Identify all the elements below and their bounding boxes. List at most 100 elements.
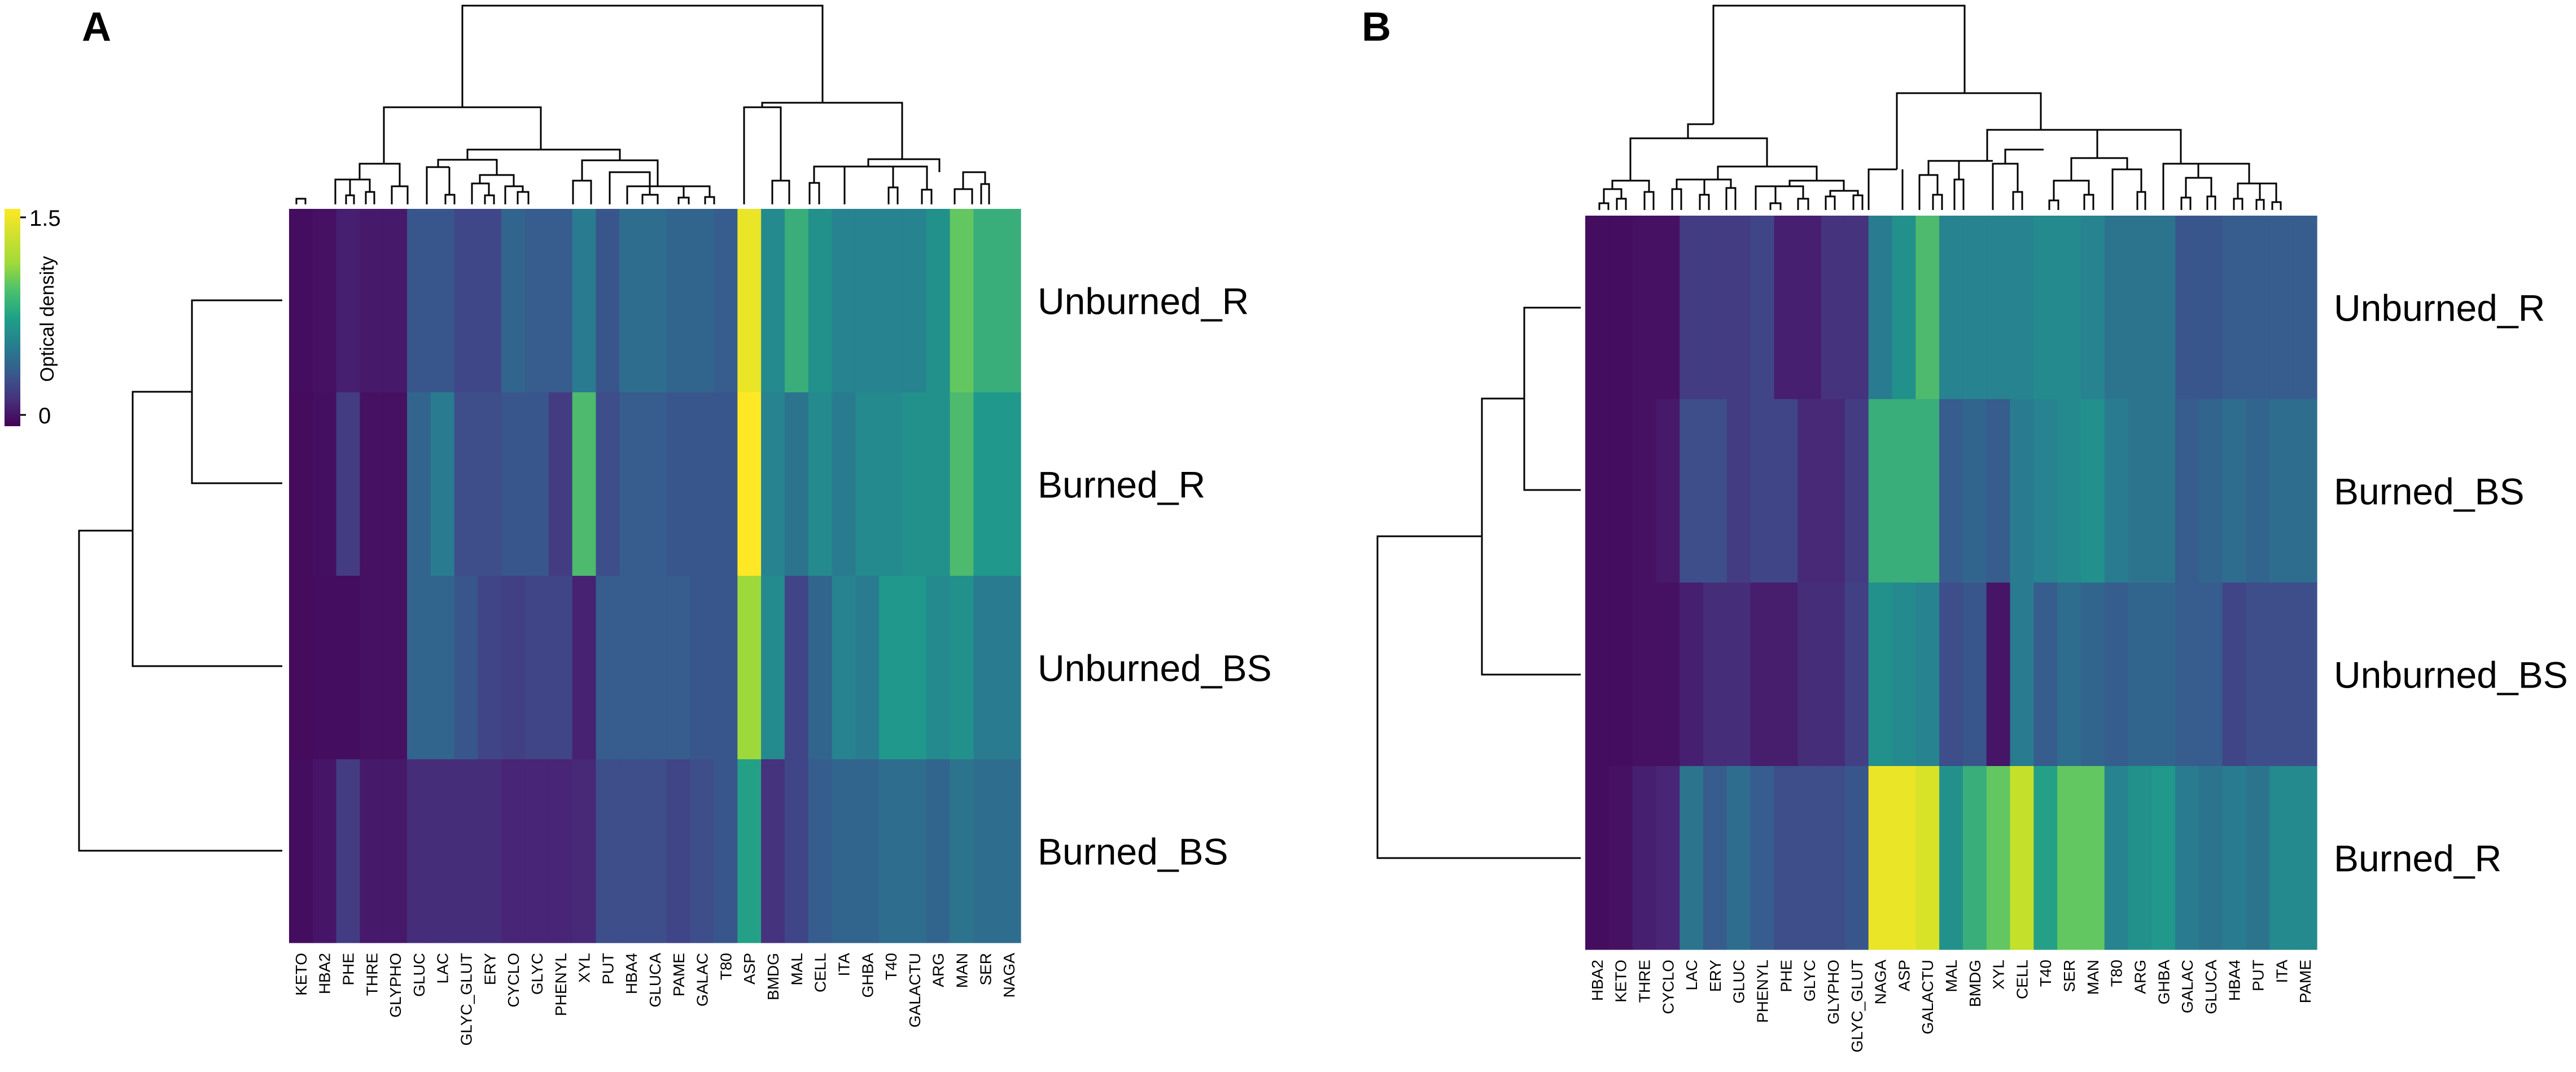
heatmap-cell (1892, 216, 1916, 400)
heatmap-cell (1656, 766, 1680, 950)
heatmap-cell (2104, 216, 2129, 400)
panel-b: B HBA2 KETO THRE CYCLO LAC ERY GLUC PHENYL PHE GL… (1362, 5, 2568, 1052)
heatmap-cell (926, 759, 951, 943)
heatmap-cell (1750, 766, 1775, 950)
heatmap-cell (1680, 399, 1704, 583)
heatmap-cell (2033, 216, 2058, 400)
heatmap-cell (2151, 583, 2176, 767)
heatmap-cell (1986, 766, 2011, 950)
heatmap-cell (336, 209, 361, 393)
heatmap-cell (289, 209, 313, 393)
heatmap-cell (808, 392, 833, 576)
heatmap-cell (2222, 399, 2247, 583)
column-label: T40 (2037, 960, 2054, 987)
heatmap-cell (690, 392, 715, 576)
heatmap-cell (619, 392, 644, 576)
heatmap-cell (902, 209, 927, 393)
column-label: CYCLO (505, 953, 522, 1007)
heatmap-cell (2293, 399, 2317, 583)
heatmap-cell (2269, 583, 2294, 767)
heatmap-cell (2269, 399, 2294, 583)
heatmap-cell (2293, 766, 2317, 950)
column-label: GALAC (2179, 960, 2196, 1013)
heatmap-cell (2080, 216, 2105, 400)
column-label: GALAC (694, 953, 711, 1007)
heatmap-cell (643, 759, 667, 943)
heatmap-b-column-labels: HBA2 KETO THRE CYCLO LAC ERY GLUC PHENYL PHE GLYC… (1589, 960, 2314, 1053)
heatmap-cell (1962, 216, 1987, 400)
heatmap-cell (407, 209, 431, 393)
heatmap-cell (808, 576, 833, 760)
column-dendrogram-a (295, 5, 990, 204)
heatmap-cell (1726, 216, 1751, 400)
heatmap-cell (430, 576, 455, 760)
heatmap-cell (1608, 216, 1633, 400)
heatmap-cell (1939, 766, 1963, 950)
heatmap-cell (2010, 583, 2034, 767)
heatmap-cell (1821, 399, 1845, 583)
heatmap-cell (430, 392, 455, 576)
heatmap-cell (430, 209, 455, 393)
heatmap-cell (761, 209, 785, 393)
heatmap-cell (1844, 216, 1869, 400)
column-label: LAC (434, 953, 452, 983)
heatmap-cell (1726, 583, 1751, 767)
heatmap-cell (997, 209, 1021, 393)
heatmap-cell (1774, 583, 1798, 767)
heatmap-cell (596, 759, 620, 943)
column-label: GLYPHO (387, 953, 404, 1018)
heatmap-cell (855, 759, 880, 943)
heatmap-cell (454, 759, 479, 943)
heatmap-cell (1939, 583, 1963, 767)
heatmap-cell (1844, 399, 1869, 583)
column-label: GLYC (1801, 960, 1818, 1001)
heatmap-cell (714, 576, 738, 760)
heatmap-cell (1892, 583, 1916, 767)
heatmap-cell (2128, 399, 2152, 583)
heatmap-cell (407, 576, 431, 760)
heatmap-cell (879, 759, 903, 943)
heatmap-cell (737, 209, 762, 393)
heatmap-cell (2104, 766, 2129, 950)
heatmap-cell (643, 392, 667, 576)
heatmap-cell (2080, 583, 2105, 767)
heatmap-cell (1774, 766, 1798, 950)
column-label: GLYC (528, 953, 546, 995)
heatmap-cell (1585, 766, 1610, 950)
column-label: GLUCA (646, 953, 664, 1008)
heatmap-cell (855, 392, 880, 576)
heatmap-cell (666, 576, 691, 760)
column-label: T80 (717, 953, 734, 980)
heatmap-cell (1939, 399, 1963, 583)
column-label: LAC (1683, 960, 1700, 990)
column-label: HBA4 (623, 953, 640, 994)
heatmap-cell (2010, 216, 2034, 400)
heatmap-cell (2198, 766, 2223, 950)
column-label: KETO (1612, 960, 1630, 1003)
column-label: GALACTU (1919, 960, 1936, 1034)
column-label: ASP (1895, 960, 1913, 991)
heatmap-cell (336, 392, 361, 576)
heatmap-cell (572, 209, 597, 393)
heatmap-cell (1962, 583, 1987, 767)
heatmap-cell (1986, 583, 2011, 767)
heatmap-cell (2198, 583, 2223, 767)
heatmap-cell (407, 759, 431, 943)
heatmap-cell (761, 759, 785, 943)
heatmap-cell (737, 759, 762, 943)
heatmap-cell (1868, 216, 1893, 400)
heatmap-cell (596, 392, 620, 576)
heatmap-cell (2175, 216, 2199, 400)
heatmap-cell (1915, 216, 1940, 400)
heatmap-cell (1797, 583, 1822, 767)
heatmap-cell (1656, 216, 1680, 400)
heatmap-cell (973, 392, 998, 576)
heatmap-cell (289, 759, 313, 943)
column-label: PAME (2297, 960, 2314, 1003)
heatmap-cell (714, 392, 738, 576)
heatmap-cell (926, 209, 951, 393)
heatmap-cell (784, 759, 809, 943)
heatmap-cell (360, 392, 384, 576)
heatmap-cell (666, 209, 691, 393)
heatmap-cell (478, 209, 502, 393)
